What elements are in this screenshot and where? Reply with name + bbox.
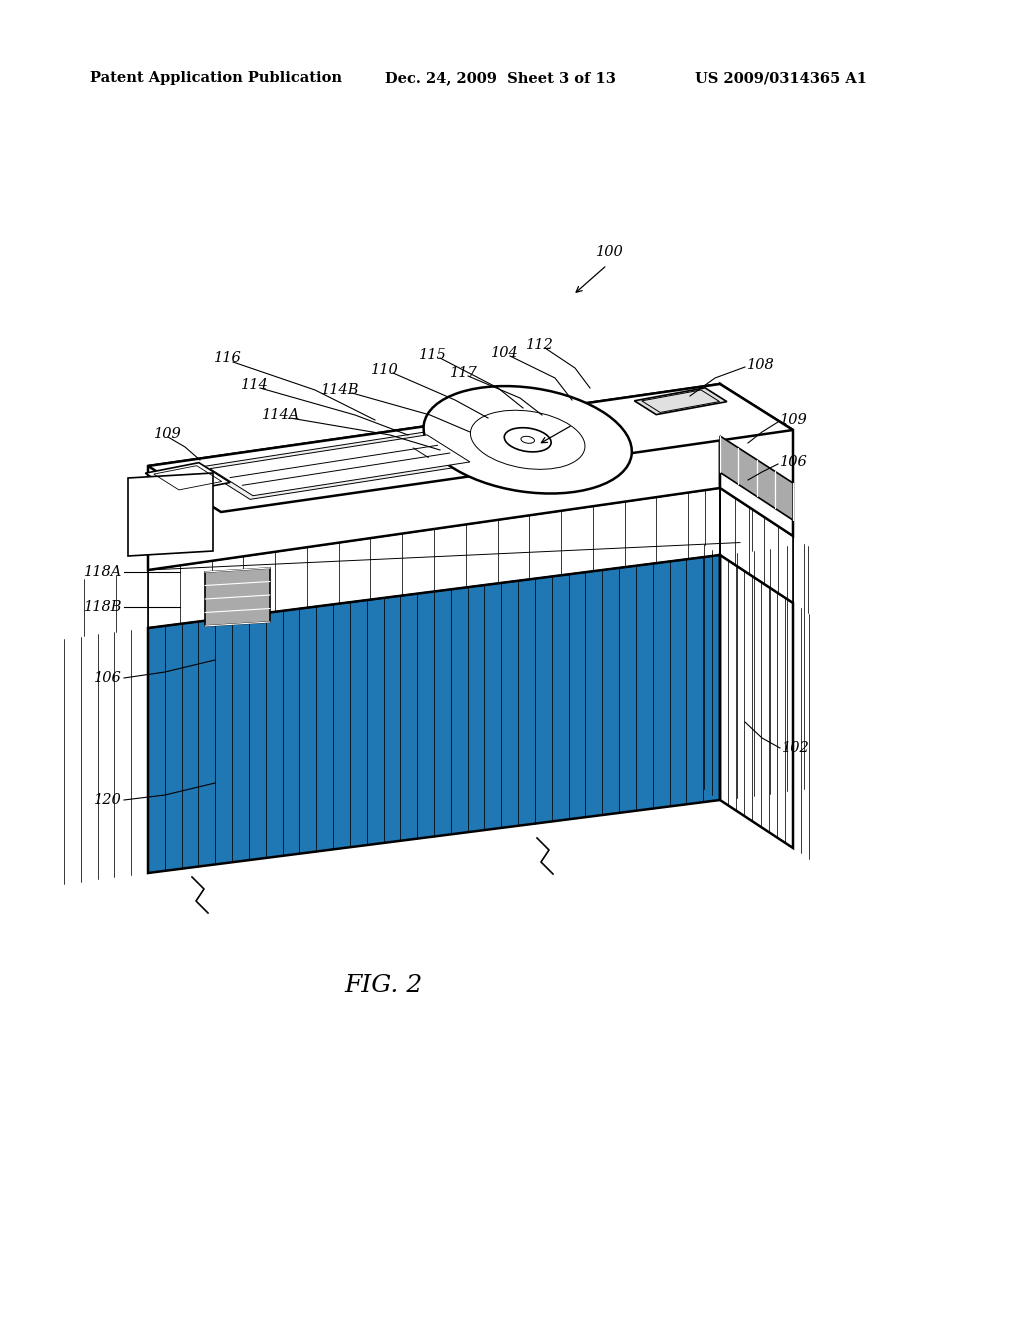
Ellipse shape xyxy=(470,411,585,470)
Text: 110: 110 xyxy=(371,363,399,378)
Polygon shape xyxy=(720,436,793,520)
Polygon shape xyxy=(210,434,470,496)
Polygon shape xyxy=(148,384,793,512)
Polygon shape xyxy=(148,554,720,873)
Text: 114: 114 xyxy=(241,378,269,392)
Polygon shape xyxy=(199,432,481,499)
Text: Patent Application Publication: Patent Application Publication xyxy=(90,71,342,84)
Text: 106: 106 xyxy=(94,671,122,685)
Text: 117: 117 xyxy=(451,366,478,380)
Ellipse shape xyxy=(504,428,551,451)
Polygon shape xyxy=(720,384,793,536)
Polygon shape xyxy=(145,463,230,492)
Text: 118B: 118B xyxy=(84,601,122,614)
Polygon shape xyxy=(148,384,720,570)
Polygon shape xyxy=(634,388,727,414)
Text: FIG. 2: FIG. 2 xyxy=(344,974,422,997)
Text: US 2009/0314365 A1: US 2009/0314365 A1 xyxy=(695,71,867,84)
Text: 104: 104 xyxy=(492,346,519,360)
Text: 115: 115 xyxy=(419,348,446,362)
Text: 118A: 118A xyxy=(84,565,122,579)
Text: 108: 108 xyxy=(746,358,775,372)
Polygon shape xyxy=(720,554,793,847)
Polygon shape xyxy=(128,473,213,556)
Text: Dec. 24, 2009  Sheet 3 of 13: Dec. 24, 2009 Sheet 3 of 13 xyxy=(385,71,615,84)
Text: 109: 109 xyxy=(155,426,182,441)
Text: 112: 112 xyxy=(526,338,554,352)
Text: 109: 109 xyxy=(780,413,808,426)
Polygon shape xyxy=(205,568,270,626)
Text: 100: 100 xyxy=(596,246,624,259)
Text: 116: 116 xyxy=(214,351,242,366)
Ellipse shape xyxy=(521,437,535,444)
Text: 106: 106 xyxy=(780,455,808,469)
Text: 120: 120 xyxy=(94,793,122,807)
Text: 114B: 114B xyxy=(321,383,359,397)
Text: 114A: 114A xyxy=(262,408,300,422)
Text: 102: 102 xyxy=(782,741,810,755)
Polygon shape xyxy=(148,554,720,873)
Ellipse shape xyxy=(424,385,632,494)
